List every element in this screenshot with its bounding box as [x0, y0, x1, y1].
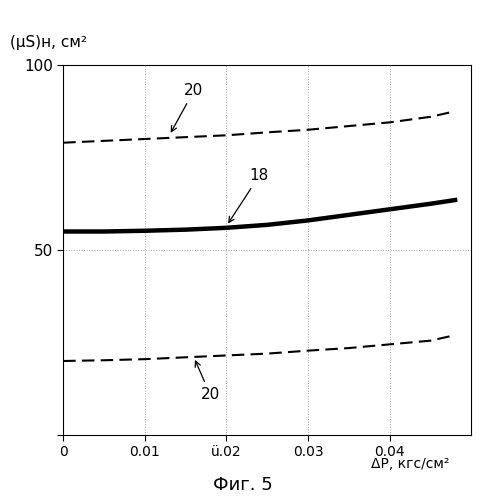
Text: 20: 20 [172, 84, 204, 132]
Text: 20: 20 [195, 361, 220, 402]
Text: Фиг. 5: Фиг. 5 [213, 476, 273, 494]
X-axis label: ΔP, кгс/см²: ΔP, кгс/см² [371, 457, 450, 471]
Text: (μS)н, см²: (μS)н, см² [10, 35, 87, 50]
Text: 18: 18 [229, 168, 269, 222]
